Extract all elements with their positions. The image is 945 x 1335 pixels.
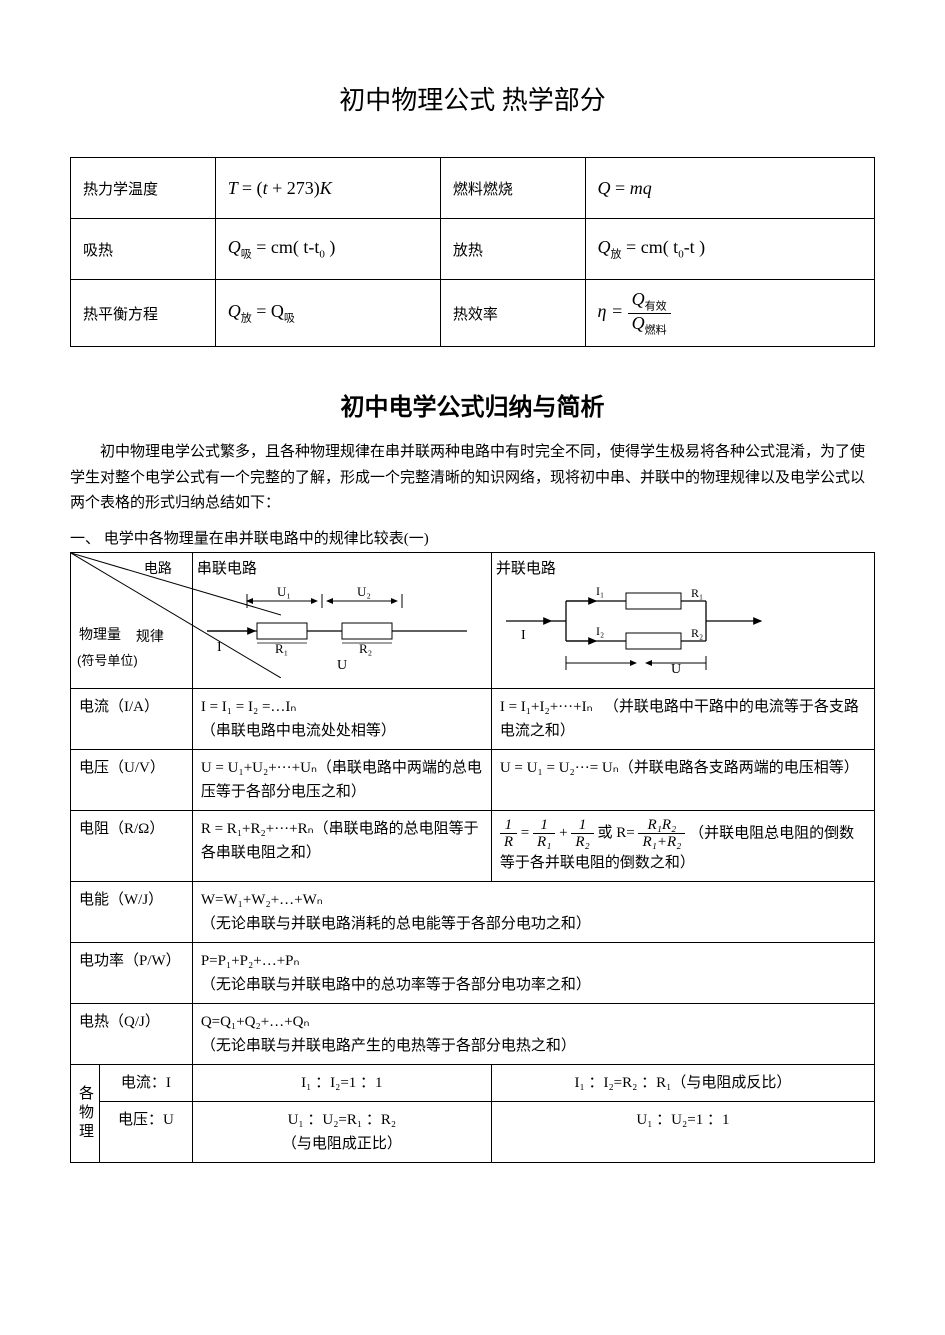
parallel-title: 并联电路	[496, 557, 870, 581]
svg-text:U: U	[671, 662, 681, 676]
ratio-voltage-series: U₁ ：U₂=R₁ ：R₂ （与电阻成正比）	[192, 1101, 491, 1162]
ratio-current-series: I₁ ：I₂=1 ：1	[192, 1064, 491, 1101]
heat-label: 热效率	[440, 280, 585, 347]
row-label-current: 电流（I/A）	[71, 688, 193, 749]
table-row: 电热（Q/J） Q=Q₁+Q₂+…+Qₙ （无论串联与并联电路产生的电热等于各部…	[71, 1003, 875, 1064]
row-label-energy: 电能（W/J）	[71, 881, 193, 942]
header-circuit-label: 电路	[144, 559, 172, 581]
heat-formula: Q放 = cm( t0-t )	[585, 219, 874, 280]
heat-formula: Q放 = Q吸	[215, 280, 440, 347]
table-row: 电阻（R/Ω） R = R₁+R₂+···+Rₙ（串联电路的总电阻等于各串联电阻…	[71, 810, 875, 881]
table-row: 各物理 电流：I I₁ ：I₂=1 ：1 I₁ ：I₂=R₂ ：R₁（与电阻成反…	[71, 1064, 875, 1101]
cell-energy: W=W₁+W₂+…+Wₙ （无论串联与并联电路消耗的总电能等于各部分电功之和）	[192, 881, 874, 942]
row-label-resistance: 电阻（R/Ω）	[71, 810, 193, 881]
cell-voltage-series: U = U₁+U₂+···+Uₙ（串联电路中两端的总电压等于各部分电压之和）	[192, 749, 491, 810]
elec-comparison-table: 电路 规律 物理量 (符号单位) 串联电路 U₁	[70, 552, 875, 1163]
ratio-current-parallel: I₁ ：I₂=R₂ ：R₁（与电阻成反比）	[491, 1064, 874, 1101]
header-unit-note: (符号单位)	[77, 651, 138, 672]
heat-formula-table: 热力学温度 T = (t + 273)K 燃料燃烧 Q = mq 吸热 Q吸 =…	[70, 157, 875, 347]
intro-paragraph: 初中物理电学公式繁多，且各种物理规律在串并联两种电路中有时完全不同，使得学生极易…	[70, 440, 875, 517]
header-quantity-label: 物理量	[79, 625, 121, 647]
heat-formula: Q吸 = cm( t-t0 )	[215, 219, 440, 280]
svg-text:I: I	[521, 628, 526, 643]
heat-label: 热平衡方程	[71, 280, 216, 347]
heat-label: 吸热	[71, 219, 216, 280]
table-row: 电能（W/J） W=W₁+W₂+…+Wₙ （无论串联与并联电路消耗的总电能等于各…	[71, 881, 875, 942]
table-row: 电路 规律 物理量 (符号单位) 串联电路 U₁	[71, 552, 875, 688]
table-row: 电压（U/V） U = U₁+U₂+···+Uₙ（串联电路中两端的总电压等于各部…	[71, 749, 875, 810]
table-row: 吸热 Q吸 = cm( t-t0 ) 放热 Q放 = cm( t0-t )	[71, 219, 875, 280]
cell-resist-parallel: 1R = 1R₁ + 1R₂ 或 R= R₁R₂R₁+R₂ （并联电阻总电阻的倒…	[491, 810, 874, 881]
cell-power: P=P₁+P₂+…+Pₙ （无论串联与并联电路中的总功率等于各部分电功率之和）	[192, 942, 874, 1003]
heat-label: 燃料燃烧	[440, 158, 585, 219]
heat-formula: T = (t + 273)K	[215, 158, 440, 219]
parallel-header-cell: 并联电路	[491, 552, 874, 688]
ratio-voltage-label: 电压：U	[100, 1101, 193, 1162]
page-title-heat: 初中物理公式 热学部分	[70, 80, 875, 117]
cell-current-parallel: I = I₁+I₂+···+Iₙ （并联电路中干路中的电流等于各支路电流之和）	[491, 688, 874, 749]
svg-text:U₂: U₂	[357, 584, 371, 599]
page-title-elec: 初中电学公式归纳与简析	[70, 387, 875, 422]
heat-label: 放热	[440, 219, 585, 280]
ratio-current-label: 电流：I	[100, 1064, 193, 1101]
heat-formula: Q = mq	[585, 158, 874, 219]
svg-text:R₂: R₂	[691, 626, 703, 640]
row-label-power: 电功率（P/W）	[71, 942, 193, 1003]
diagonal-header-cell: 电路 规律 物理量 (符号单位)	[71, 552, 193, 688]
cell-heatj: Q=Q₁+Q₂+…+Qₙ （无论串联与并联电路产生的电热等于各部分电热之和）	[192, 1003, 874, 1064]
table-row: 热平衡方程 Q放 = Q吸 热效率 η = Q有效 Q燃料	[71, 280, 875, 347]
cell-current-series: I = I₁ = I₂ =…Iₙ （串联电路中电流处处相等）	[192, 688, 491, 749]
ratio-side-label: 各物理	[71, 1064, 100, 1162]
row-label-voltage: 电压（U/V）	[71, 749, 193, 810]
heat-formula: η = Q有效 Q燃料	[585, 280, 874, 347]
table-row: 热力学温度 T = (t + 273)K 燃料燃烧 Q = mq	[71, 158, 875, 219]
section-heading: 一、 电学中各物理量在串并联电路中的规律比较表(一)	[70, 527, 875, 548]
table-row: 电流（I/A） I = I₁ = I₂ =…Iₙ （串联电路中电流处处相等） I…	[71, 688, 875, 749]
svg-text:U: U	[337, 658, 347, 673]
svg-text:I₁: I₁	[596, 584, 604, 598]
parallel-circuit-icon: I I₁ I₂ R₁ R₂ U	[496, 581, 776, 676]
row-label-heatj: 电热（Q/J）	[71, 1003, 193, 1064]
table-row: 电功率（P/W） P=P₁+P₂+…+Pₙ （无论串联与并联电路中的总功率等于各…	[71, 942, 875, 1003]
ratio-voltage-parallel: U₁ ：U₂=1 ：1	[491, 1101, 874, 1162]
cell-resist-series: R = R₁+R₂+···+Rₙ（串联电路的总电阻等于各串联电阻之和）	[192, 810, 491, 881]
svg-text:R₁: R₁	[691, 586, 703, 600]
table-row: 电压：U U₁ ：U₂=R₁ ：R₂ （与电阻成正比） U₁ ：U₂=1 ：1	[71, 1101, 875, 1162]
svg-text:I₂: I₂	[596, 624, 604, 638]
heat-label: 热力学温度	[71, 158, 216, 219]
cell-voltage-parallel: U = U₁ = U₂···= Uₙ（并联电路各支路两端的电压相等）	[491, 749, 874, 810]
header-rule-label: 规律	[136, 627, 164, 649]
